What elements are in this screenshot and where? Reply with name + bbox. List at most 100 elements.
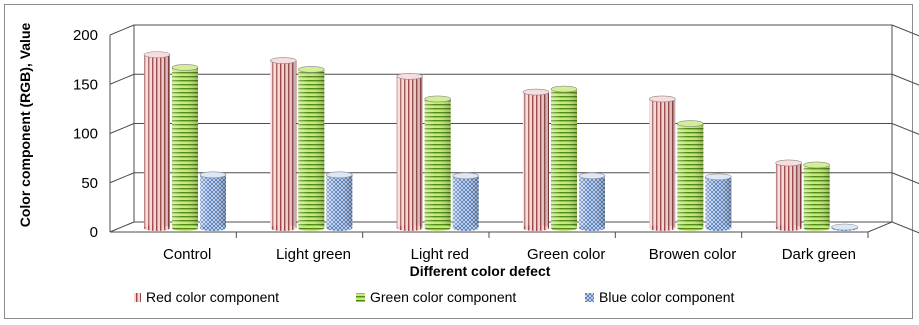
bar-shading <box>649 98 676 228</box>
gridline-side <box>109 123 135 134</box>
bar <box>831 223 858 231</box>
bar-cap <box>199 171 227 179</box>
bar-base <box>298 225 325 231</box>
bar-cap <box>677 120 704 127</box>
bar-shading <box>775 162 802 228</box>
bar-shading <box>326 174 353 228</box>
y-axis-title: Color component (RGB), Value <box>17 23 33 228</box>
bar-shading <box>803 164 830 228</box>
bar-cap <box>649 95 676 103</box>
bar-base <box>424 225 451 231</box>
bar-cap <box>550 85 578 93</box>
category-label: Light green <box>276 246 351 263</box>
bar-cap <box>171 64 199 71</box>
bar-shading <box>579 175 605 228</box>
y-tick-label: 100 <box>73 126 98 143</box>
gridline-edge <box>891 172 919 185</box>
y-tick-labels: 0 50 100 150 200 <box>73 27 98 241</box>
bar-cap <box>775 159 802 167</box>
bar-base <box>172 225 198 231</box>
bar <box>326 171 353 231</box>
bar-base <box>803 225 830 231</box>
bar <box>270 57 297 231</box>
legend-swatch-green <box>356 293 365 302</box>
gridline-edge <box>891 24 919 37</box>
y-tick-label: 150 <box>73 76 98 93</box>
bar-cap <box>522 88 550 96</box>
bar-base <box>705 225 732 231</box>
legend-swatch-blue <box>585 293 594 302</box>
bar-cap <box>452 172 479 180</box>
bar <box>803 161 830 231</box>
category-label: Green color <box>527 246 605 263</box>
y-tick-label: 200 <box>73 27 98 44</box>
bar-base <box>523 225 549 231</box>
bar-base <box>579 225 605 231</box>
bar <box>775 159 802 231</box>
bar <box>452 172 479 231</box>
bar-cap <box>803 161 830 169</box>
bar-shading <box>144 54 170 228</box>
gridline-side <box>109 73 135 85</box>
bar-shading <box>523 92 549 229</box>
bar-base <box>200 225 226 231</box>
bar <box>143 51 171 231</box>
bar-cap <box>578 172 606 180</box>
bar <box>424 95 451 231</box>
bar-cap <box>298 66 325 73</box>
bar-base <box>649 225 676 231</box>
bar-cap <box>705 173 732 181</box>
x-axis-title: Different color defect <box>410 263 551 279</box>
gridline-side <box>109 24 135 36</box>
bar-cap <box>326 171 353 179</box>
bar-cap <box>396 72 423 80</box>
bar <box>298 66 325 231</box>
y-tick-label: 0 <box>90 224 98 241</box>
bar <box>578 172 606 231</box>
category-labels: Control Light green Light red Green color Br… <box>163 246 856 263</box>
bar-shading <box>298 69 325 229</box>
bar <box>677 120 704 231</box>
bar-shading <box>172 67 198 229</box>
bar-shading <box>705 176 732 228</box>
bars <box>143 51 858 231</box>
category-label: Browen color <box>649 246 737 263</box>
bar-shading <box>200 174 226 228</box>
gridline-edge <box>891 221 919 234</box>
bar <box>522 88 550 231</box>
bar-cap <box>424 95 451 103</box>
bar <box>705 173 732 231</box>
category-label: Light red <box>411 246 469 263</box>
bar-shading <box>677 123 704 228</box>
bar <box>171 64 199 231</box>
bar-base <box>551 225 577 231</box>
bar <box>550 85 578 231</box>
bar-shading <box>396 76 423 228</box>
bar-shading <box>270 60 297 228</box>
bar-base <box>270 225 297 231</box>
axes <box>109 25 893 238</box>
bar <box>649 95 676 231</box>
category-label: Dark green <box>782 246 856 263</box>
bar-cap <box>143 51 171 58</box>
y-tick-label: 50 <box>81 175 98 192</box>
bar <box>396 72 423 231</box>
bar-shading <box>551 89 577 228</box>
bar-base <box>326 225 353 231</box>
legend-label-green: Green color component <box>370 289 516 305</box>
bar-base <box>144 225 170 231</box>
bar-base <box>396 225 423 231</box>
legend-label-blue: Blue color component <box>599 289 735 305</box>
bar <box>199 171 227 231</box>
legend-label-red: Red color component <box>146 289 279 305</box>
legend: Red color component Green color componen… <box>134 289 735 305</box>
gridline-edge <box>891 123 919 135</box>
legend-swatch-red <box>134 293 141 302</box>
gridline-side <box>109 172 135 184</box>
category-label: Control <box>163 246 211 263</box>
bar-cap <box>831 223 858 231</box>
floor <box>109 221 893 233</box>
gridline-edge <box>891 73 919 86</box>
bar-base <box>677 225 704 231</box>
